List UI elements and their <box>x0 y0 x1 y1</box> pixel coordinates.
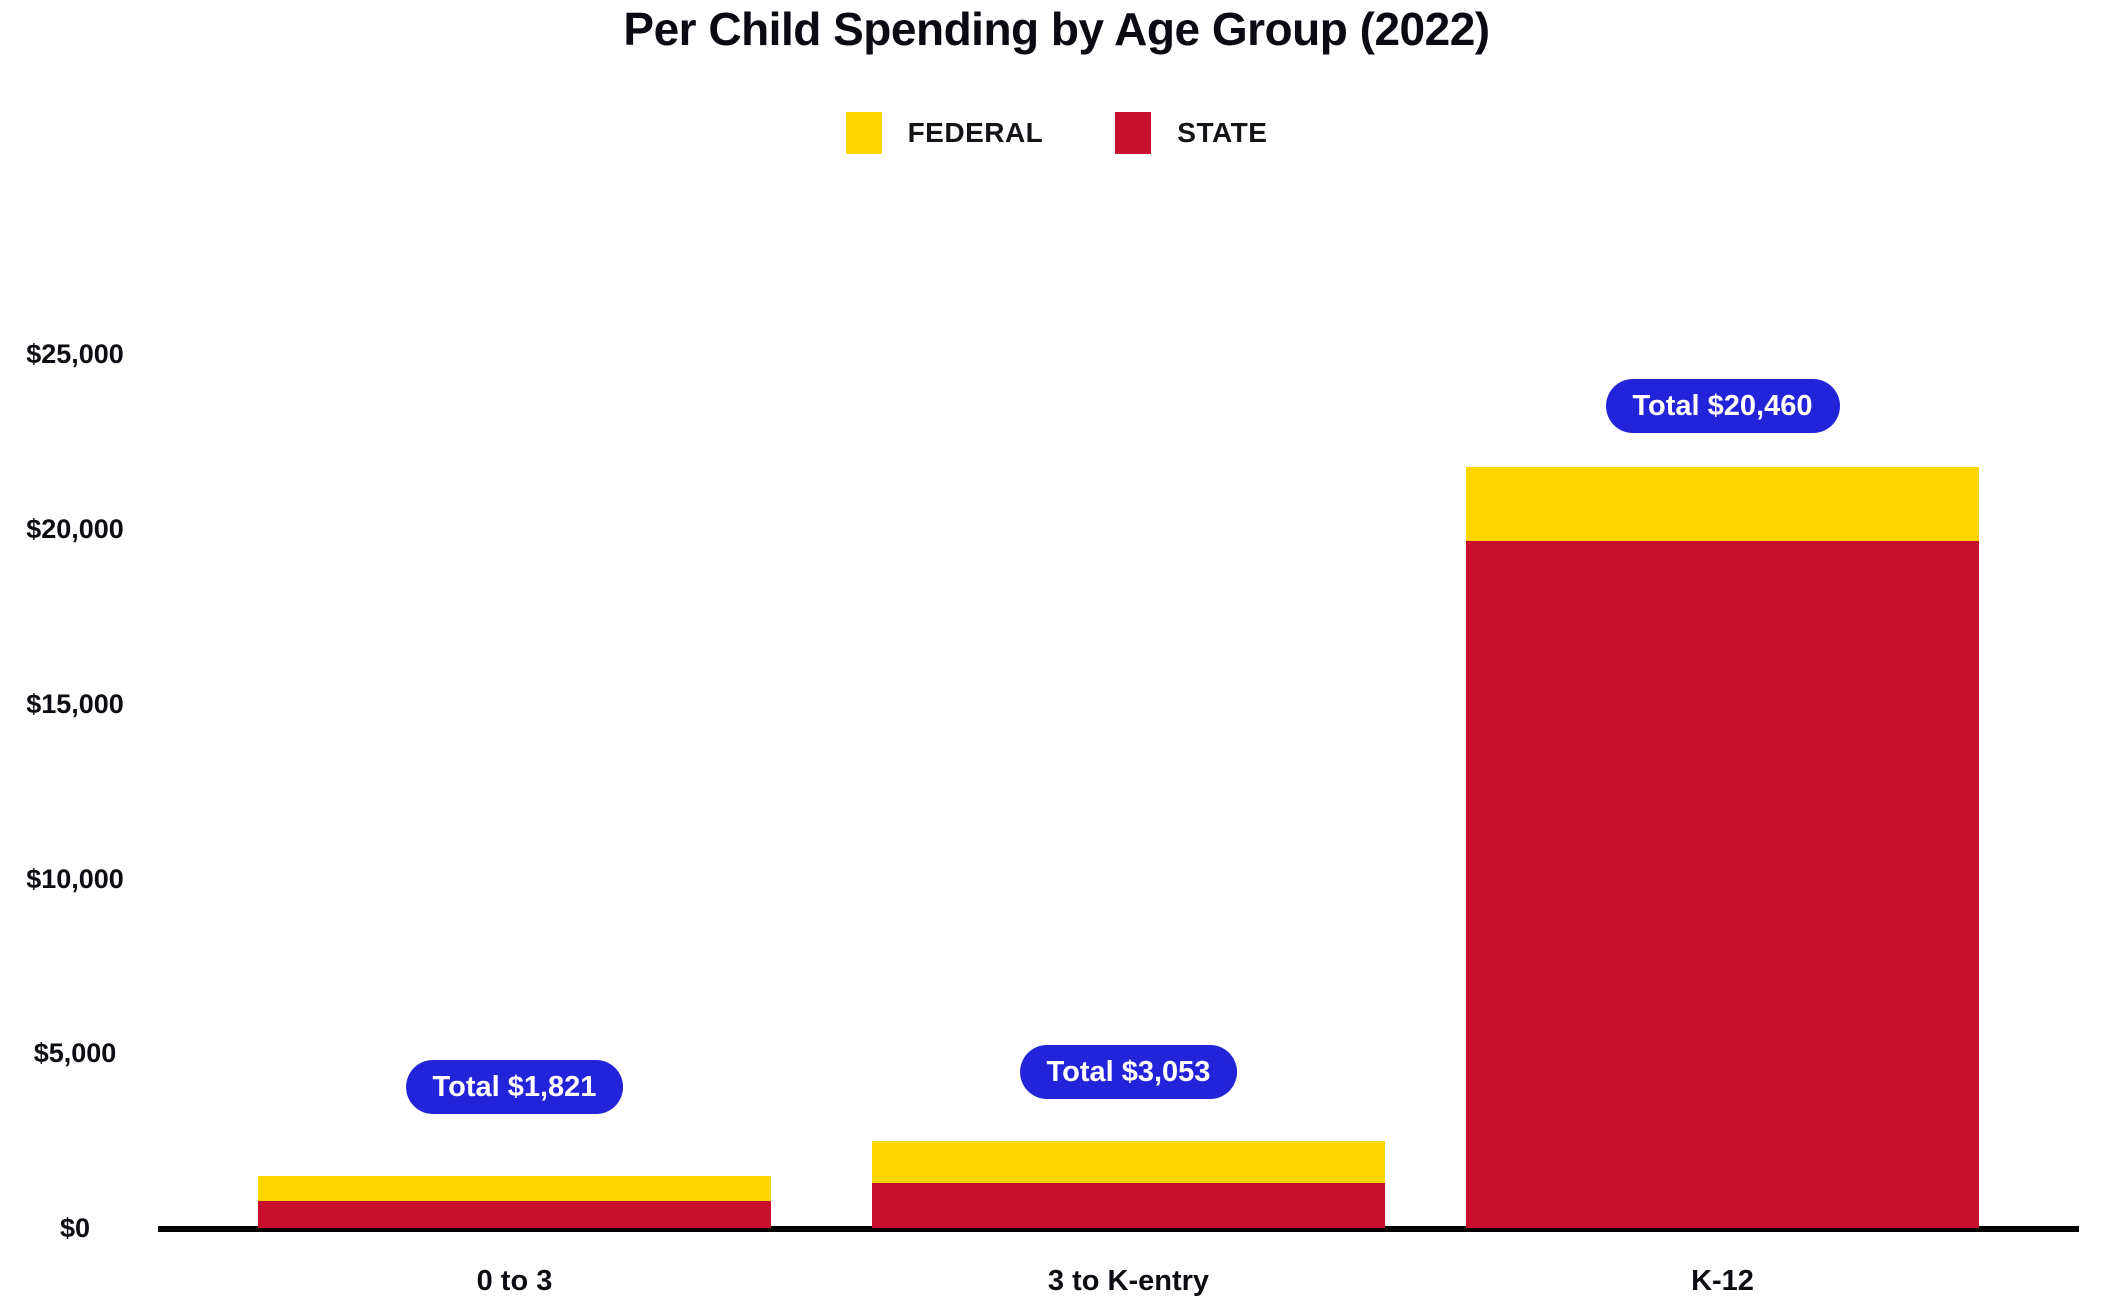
y-axis-tick-label: $0 <box>59 1213 91 1243</box>
bar-segment-state <box>1466 541 1979 1228</box>
bar-segment-federal <box>258 1176 771 1201</box>
total-badge: Total $1,821 <box>405 1060 624 1114</box>
x-axis-category-label: 3 to K-entry <box>1047 1265 1210 1297</box>
y-axis-tick-label: $5,000 <box>33 1038 117 1069</box>
legend-label-federal: FEDERAL <box>907 117 1044 148</box>
total-badge: Total $3,053 <box>1019 1045 1238 1099</box>
legend-label-state: STATE <box>1177 117 1268 148</box>
legend-item-state: STATE <box>1115 112 1267 154</box>
y-axis-tick-label: $25,000 <box>26 339 124 370</box>
y-axis-tick-label: $15,000 <box>26 688 124 719</box>
legend-item-federal: FEDERAL <box>845 112 1044 154</box>
y-axis-tick-label: $10,000 <box>26 863 124 894</box>
bar-segment-state <box>872 1183 1385 1228</box>
legend-swatch-federal-icon <box>845 112 882 154</box>
legend-swatch-state-icon <box>1115 112 1152 154</box>
y-axis-tick-label: $20,000 <box>26 514 124 545</box>
bar-segment-state <box>258 1201 771 1228</box>
chart-title: Per Child Spending by Age Group (2022) <box>623 3 1490 55</box>
legend: FEDERAL STATE <box>0 112 2113 154</box>
total-badge: Total $20,460 <box>1605 379 1840 433</box>
x-axis-line <box>158 1226 2079 1232</box>
x-axis-category-label: 0 to 3 <box>476 1265 553 1297</box>
x-axis-category-label: K-12 <box>1691 1265 1754 1297</box>
bar-segment-federal <box>1466 467 1979 541</box>
bar-segment-federal <box>872 1141 1385 1183</box>
